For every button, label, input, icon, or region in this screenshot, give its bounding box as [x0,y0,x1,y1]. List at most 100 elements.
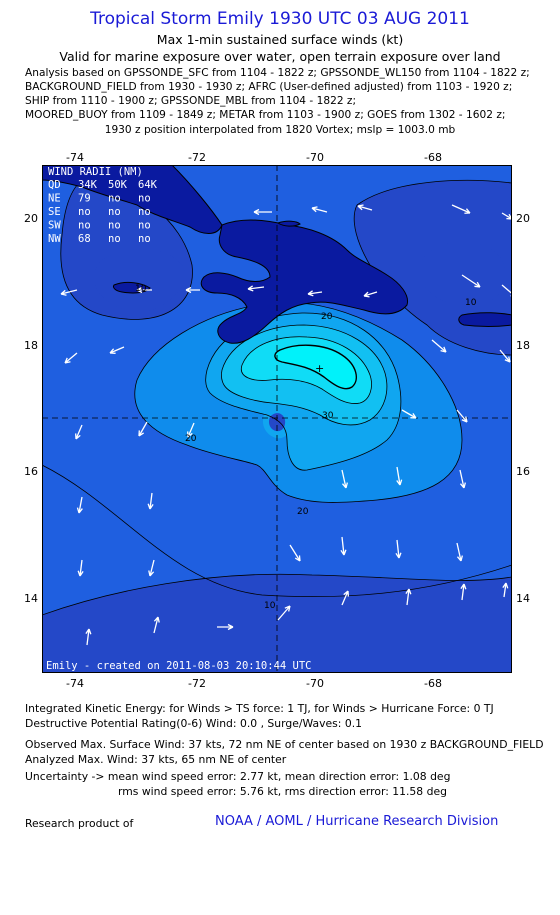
analysis-line-3: SHIP from 1110 - 1900 z; GPSSONDE_MBL fr… [25,95,357,107]
wind-radii-cell: 79 [78,193,91,205]
contour-label: 30 [322,411,334,421]
wind-arrow-icon [363,291,378,298]
wind-arrow-icon [75,424,83,440]
wind-arrow-icon [499,349,511,363]
wind-radii-cell: no [108,233,121,245]
wind-arrow-icon [307,290,323,297]
wind-arrow-icon [185,286,200,294]
wind-arrow-icon [136,286,152,294]
lat-label-right: 20 [516,212,530,225]
analysis-line-5: 1930 z position interpolated from 1820 V… [104,124,456,136]
lon-label-top: -72 [188,151,206,164]
wind-radii-cell: no [138,220,151,232]
max-wind-marker: + [315,362,324,375]
wind-arrow-icon [311,206,328,213]
wind-arrow-icon [405,588,412,606]
destructive-potential-line: Destructive Potential Rating(0-6) Wind: … [25,717,363,730]
contour-label: 10 [264,601,276,611]
lat-label-right: 16 [516,465,530,478]
wind-radii-title: WIND RADII (NM) [48,166,143,178]
coastlines [42,165,512,344]
peak-wind-area [274,345,357,389]
wind-arrow-icon [456,409,468,423]
wind-arrow-icon [153,616,160,634]
analyzed-max-line: Analyzed Max. Wind: 37 kts, 65 nm NE of … [25,753,287,766]
wind-arrow-icon [253,208,272,216]
analysis-line-4: MOORED_BUOY from 1109 - 1849 z; METAR fr… [25,109,506,121]
lon-label-bottom: -68 [424,677,442,690]
storm-position-crosshair [42,165,512,673]
lon-label-top: -68 [424,151,442,164]
wind-arrow-icon [109,346,125,354]
wind-arrow-icon [76,496,83,514]
wind-arrow-icon [451,204,471,214]
wind-arrow-icon [60,289,78,296]
contour-label: 10 [465,298,477,308]
wind-arrow-icon [148,559,155,577]
puerto-rico [458,312,512,327]
ike-line: Integrated Kinetic Energy: for Winds > T… [25,702,494,715]
contour-label: 10 [135,284,147,294]
cuba-east [42,165,223,234]
wind-radii-cell: no [108,193,121,205]
wind-arrow-icon [461,274,481,288]
wind-radii-cell: no [138,233,151,245]
lat-label-left: 20 [24,212,38,225]
credit-organization-link[interactable]: NOAA / AOML / Hurricane Research Divisio… [215,814,499,829]
lat-label-left: 16 [24,465,38,478]
wind-radii-header: 50K [108,179,128,191]
lat-label-left: 18 [24,339,38,352]
hispaniola [200,219,409,344]
wind-radii-header: 64K [138,179,158,191]
wind-arrow-icon [340,536,347,556]
wind-radii-header: 34K [78,179,98,191]
wind-arrow-icon [396,466,403,486]
contour-label: 20 [321,312,333,322]
wind-radii-cell: no [78,206,91,218]
lon-label-bottom: -70 [306,677,324,690]
wind-radii-cell: NE [48,193,61,205]
wind-arrow-icon [456,542,463,562]
wind-radii-cell: no [78,220,91,232]
wind-arrow-icon [357,204,373,211]
map-title: Tropical Storm Emily 1930 UTC 03 AUG 201… [90,9,470,29]
lon-label-top: -70 [306,151,324,164]
map-subtitle: Max 1-min sustained surface winds (kt) [156,32,404,47]
lon-label-top: -74 [66,151,84,164]
lat-label-right: 14 [516,592,530,605]
wind-arrow-icon [64,352,78,364]
analysis-line-1: Analysis based on GPSSONDE_SFC from 1104… [25,67,530,79]
low-wind-area [42,574,512,673]
low-wind-area [420,241,506,306]
credit-label: Research product of [25,817,134,830]
tortuga-island [276,220,301,227]
wind-arrow-icon [147,492,154,510]
analysis-line-2: BACKGROUND_FIELD from 1930 - 1930 z; AFR… [25,81,513,93]
wind-arrow-icon [289,544,301,562]
wind-arrow-icon [395,539,402,559]
lon-label-bottom: -72 [188,677,206,690]
wind-arrow-icon [138,421,148,437]
contour-label: 20 [185,434,197,444]
wind-arrow-icon [277,605,291,621]
wind-field-map: + 10 20 30 20 20 10 10 WIND RADII (NM) Q… [42,165,512,673]
low-wind-area [94,249,186,312]
wind-arrow-icon [502,582,509,598]
wind-arrow-icon [187,422,195,438]
wind-radii-cell: NW [48,233,61,245]
wind-arrow-icon [401,409,417,419]
wind-radii-cell: no [108,220,121,232]
contour-label: 20 [297,507,309,517]
wind-radii-cell: SW [48,220,61,232]
wind-vectors [60,204,512,646]
uncertainty-line-1: Uncertainty -> mean wind speed error: 2.… [25,770,451,783]
wind-arrow-icon [217,623,234,631]
wind-arrow-icon [341,469,348,489]
wind-arrow-icon [247,285,265,292]
wind-arrow-icon [460,583,467,601]
wind-radii-header: QD [48,179,61,191]
wind-radii-cell: no [138,206,151,218]
wind-arrow-icon [77,559,84,577]
wind-arrow-icon [459,469,466,489]
